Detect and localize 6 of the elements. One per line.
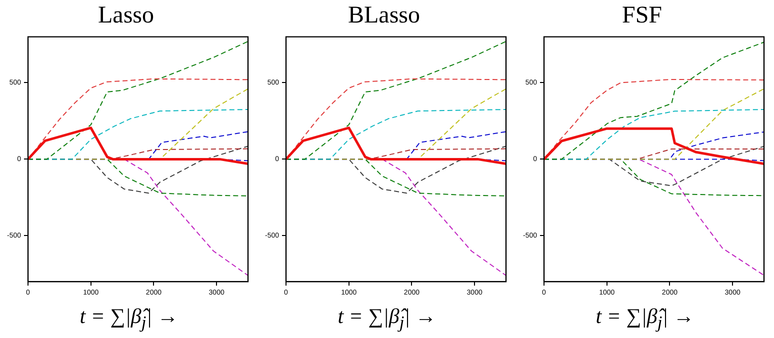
x-axis-title: t = ∑|β̂$_{j}$| → [596,304,694,334]
x-axis-title: t = ∑|β̂$_{j}$| → [338,304,436,334]
chart-title: Lasso [98,2,154,29]
chart-title: BLasso [348,2,420,29]
x-axis-title: t = ∑|β̂$_{j}$| → [80,304,178,334]
chart-title: FSF [622,2,662,29]
